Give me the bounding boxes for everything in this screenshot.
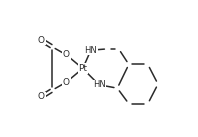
Text: O: O (63, 50, 70, 59)
Text: HN: HN (85, 46, 97, 55)
Text: O: O (63, 78, 70, 87)
Text: HN: HN (93, 80, 105, 89)
Text: O: O (38, 35, 45, 45)
Text: Pt: Pt (78, 64, 87, 73)
Text: O: O (38, 92, 45, 102)
